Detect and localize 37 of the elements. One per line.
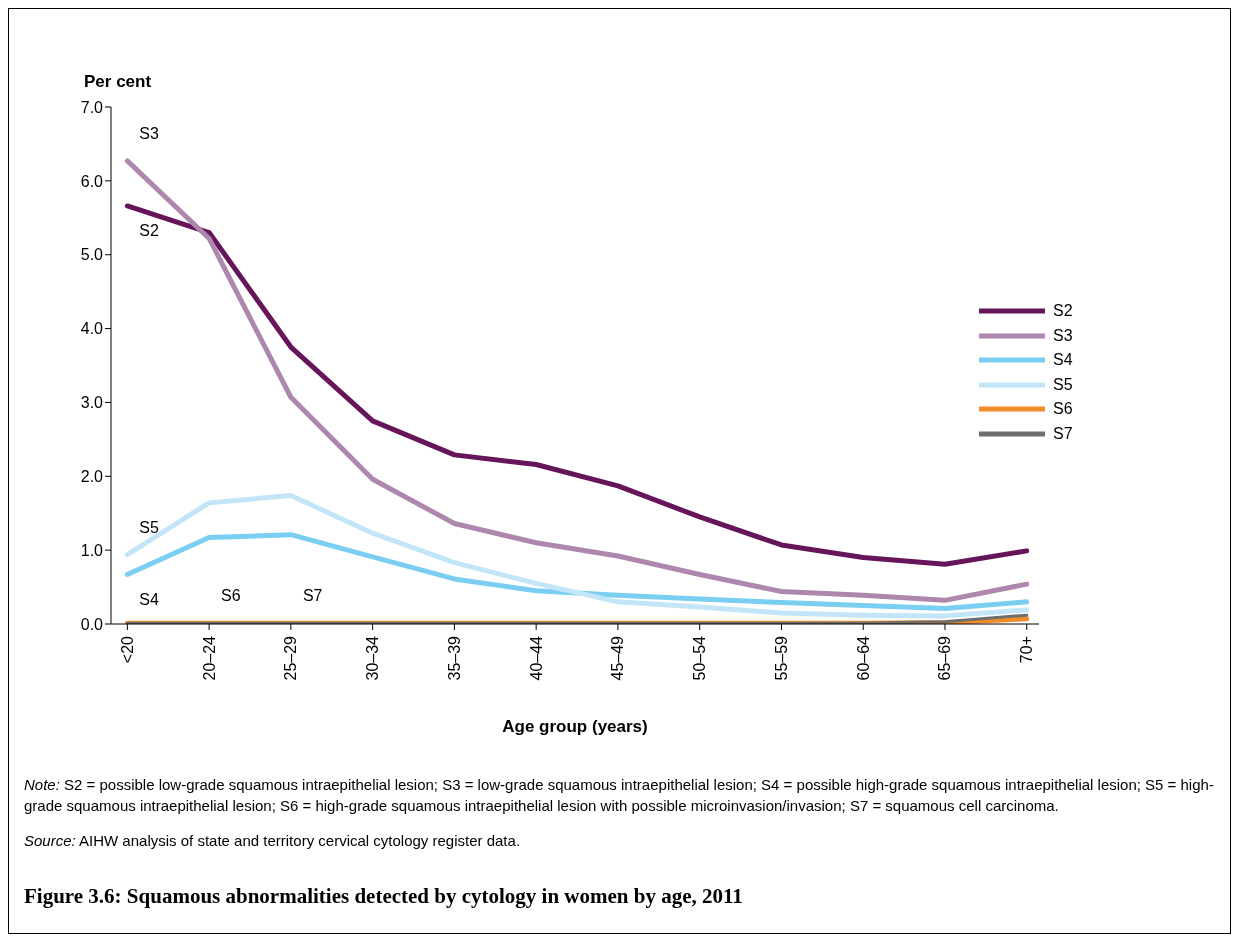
x-tick-label: 65–69 <box>936 635 954 681</box>
y-tick-label: 7.0 <box>80 98 104 116</box>
x-axis-title: Age group (years) <box>502 717 648 736</box>
x-tick-label: 70+ <box>1018 636 1036 664</box>
y-tick-label: 2.0 <box>80 467 104 485</box>
x-tick-label: 25–29 <box>282 635 300 681</box>
x-tick-label: 40–44 <box>527 635 545 681</box>
x-tick-label: 30–34 <box>364 635 382 681</box>
x-tick-label: 35–39 <box>445 635 463 681</box>
legend-label: S3 <box>1053 326 1073 345</box>
text: S3 <box>139 124 159 142</box>
y-tick-label: 4.0 <box>80 320 104 338</box>
x-tick-label: 60–64 <box>854 635 872 681</box>
x-tick-label: <20 <box>118 635 136 664</box>
legend-label: S5 <box>1053 375 1073 394</box>
y-tick-label: 0.0 <box>80 615 104 633</box>
source-note: Source: AIHW analysis of state and territory cervical cytology register data. <box>24 831 522 851</box>
y-tick-label: 1.0 <box>80 541 104 559</box>
x-tick-label: 20–24 <box>200 635 218 681</box>
text: S5 <box>139 518 159 536</box>
y-tick-label: 5.0 <box>80 246 104 264</box>
text: S4 <box>139 590 159 608</box>
text: S7 <box>302 587 323 605</box>
y-axis-title: Per cent <box>84 72 152 92</box>
y-tick-label: 3.0 <box>80 394 104 412</box>
text: S2 <box>139 221 159 239</box>
x-tick-label: 50–54 <box>691 635 709 681</box>
x-tick-label: 45–49 <box>609 635 627 681</box>
legend-label: S7 <box>1053 424 1073 443</box>
y-tick-label: 6.0 <box>80 172 104 190</box>
text: Note: S2 = possible low-grade squamous intraepithelial lesion; S3 = low-grade squamous intraepithelial lesion; S4 = possible high-grade squamous intraepithelial lesion; S5 = high-grade squamous intraepithelial lesion; S6 = high-grade squamous intraepithelial lesion with possible microinvasion/invasion; S7 = squamous cell carcinoma. <box>24 775 1214 816</box>
text: Figure 3.6: Squamous abnormalities detected by cytology in women by age, 2011 <box>24 884 743 909</box>
x-tick-label: 55–59 <box>772 635 790 681</box>
legend-label: S6 <box>1053 400 1073 419</box>
text: S6 <box>221 587 241 605</box>
legend-label: S4 <box>1053 351 1073 370</box>
legend-label: S2 <box>1053 302 1073 321</box>
